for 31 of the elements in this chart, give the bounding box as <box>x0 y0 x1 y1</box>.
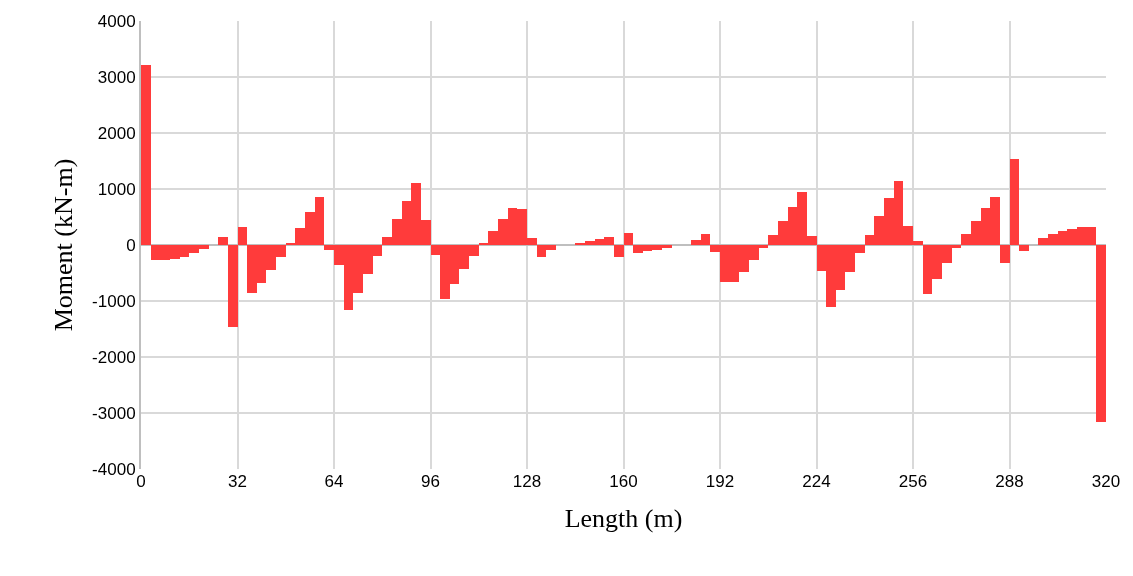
y-tick-label: -3000 <box>92 403 136 423</box>
y-tick-label: 0 <box>126 235 136 255</box>
y-tick-label: -4000 <box>92 459 136 479</box>
bar <box>218 237 228 245</box>
x-axis-title: Length (m) <box>564 503 683 533</box>
y-axis-title: Moment (kN-m) <box>49 158 79 332</box>
x-tick-label: 160 <box>609 472 638 491</box>
bar <box>141 65 151 245</box>
x-tick-label: 64 <box>324 472 344 491</box>
bar <box>614 245 624 257</box>
x-tick-label: 192 <box>705 472 735 491</box>
y-tick-label: -1000 <box>92 291 136 311</box>
bar <box>624 233 633 245</box>
y-tick-label: 2000 <box>97 123 136 143</box>
x-tick-label: 256 <box>898 472 928 491</box>
bar <box>1010 159 1019 245</box>
y-tick-label: 1000 <box>97 179 136 199</box>
bar <box>1096 245 1106 422</box>
bar <box>1019 245 1029 251</box>
bar <box>238 227 247 245</box>
x-tick-label: 288 <box>995 472 1024 491</box>
x-tick-label: 32 <box>228 472 247 491</box>
y-tick-label: 3000 <box>97 67 136 87</box>
bar <box>1000 245 1010 263</box>
x-tick-label: 224 <box>802 472 831 491</box>
x-tick-label: 96 <box>421 472 440 491</box>
y-tick-label: 4000 <box>97 11 136 31</box>
bar <box>228 245 238 327</box>
y-tick-label: -2000 <box>92 347 136 367</box>
x-tick-label: 320 <box>1091 472 1121 491</box>
x-tick-label: 128 <box>512 472 542 491</box>
